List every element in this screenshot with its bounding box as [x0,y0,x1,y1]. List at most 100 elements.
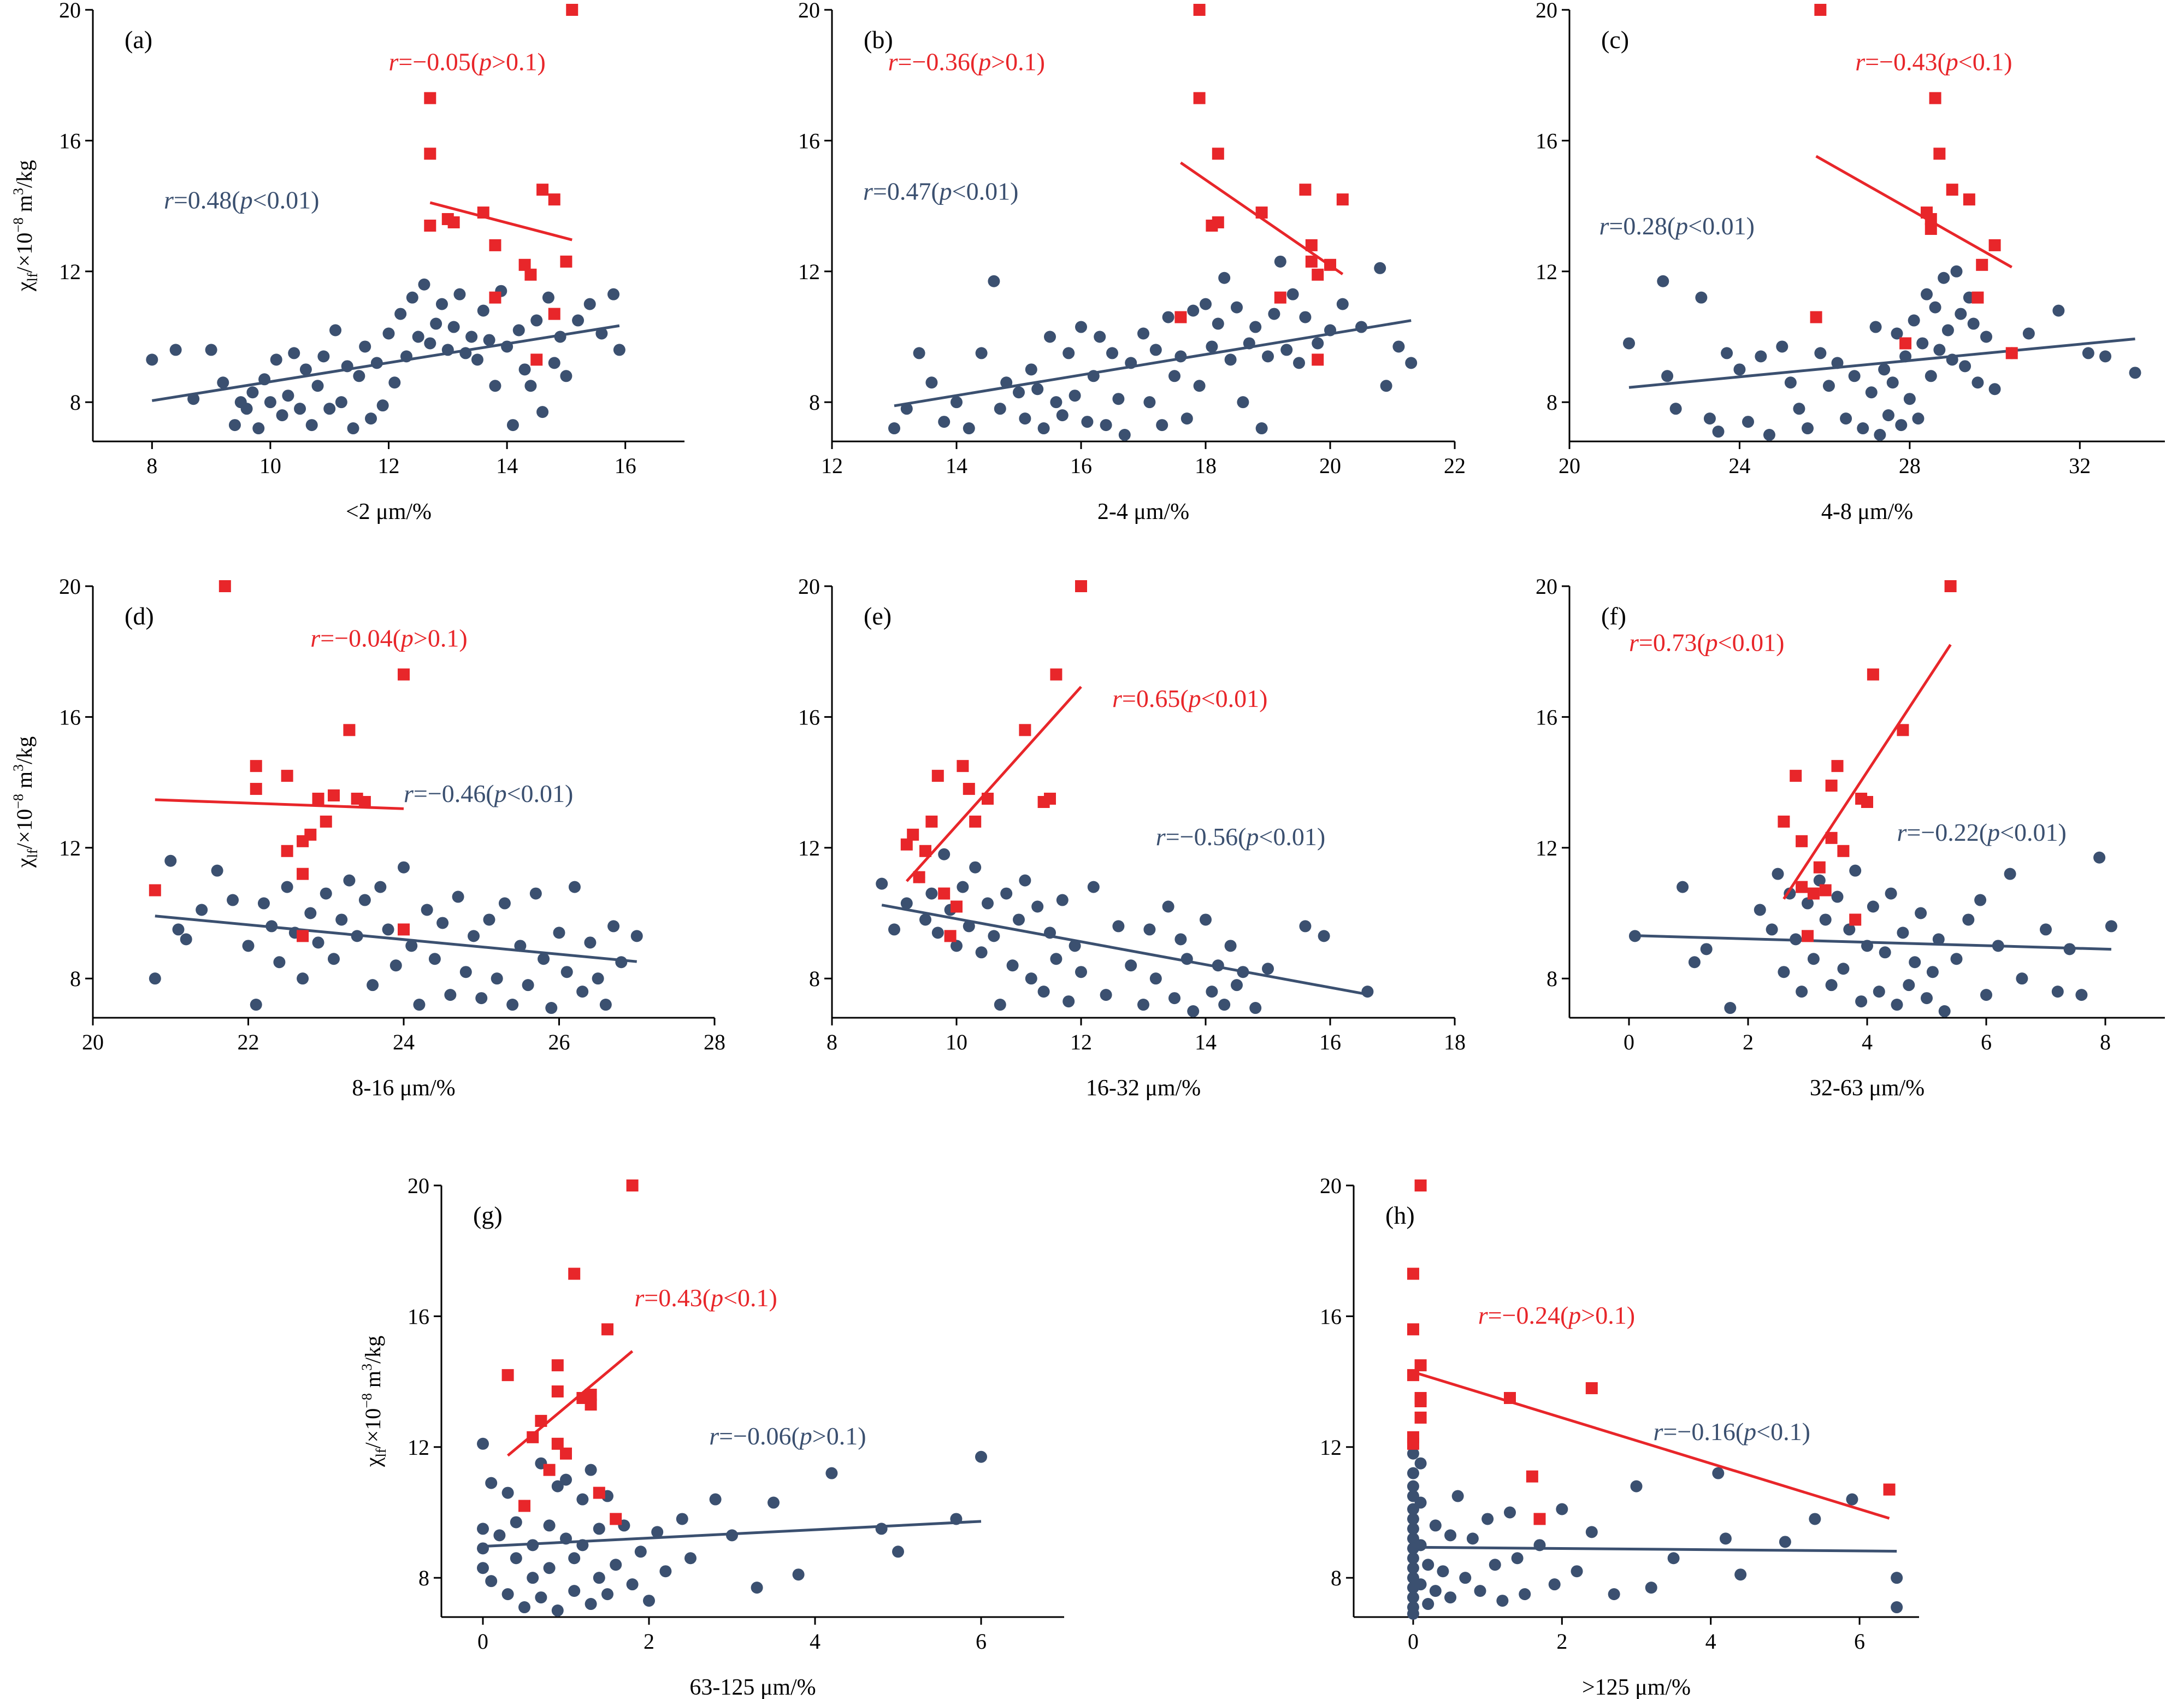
data-point-square [1814,4,1827,16]
data-point-square [1929,92,1941,104]
data-point-circle [1700,943,1713,955]
data-point-circle [1031,900,1044,913]
data-point-circle [1429,1519,1442,1532]
data-point-circle [975,946,988,959]
data-point-circle [572,314,585,327]
data-point-square [1414,1411,1427,1424]
data-point-circle [1100,989,1112,1001]
data-point-circle [792,1568,805,1581]
data-point-square [1193,92,1206,104]
x-tick-label: 2 [1556,1629,1567,1654]
data-point-circle [227,894,239,906]
data-point-circle [187,393,200,405]
data-point-square [551,1385,564,1398]
data-point-square [1963,193,1975,206]
data-point-circle [951,940,963,952]
data-point-circle [1407,1467,1419,1479]
data-point-square [250,760,262,772]
data-point-circle [1069,390,1081,402]
data-point-circle [424,337,436,350]
data-point-square [1312,353,1324,366]
data-point-circle [585,1464,597,1476]
data-point-circle [264,396,276,409]
data-point-circle [1224,353,1237,366]
data-point-circle [453,288,466,300]
data-point-circle [1733,363,1746,376]
data-point-circle [1763,429,1775,441]
data-point-square [1944,580,1957,592]
y-tick-label: 8 [1546,966,1557,991]
data-point-circle [1414,1578,1427,1591]
data-point-circle [1262,350,1274,363]
data-point-circle [643,1595,655,1607]
data-point-circle [1218,272,1231,284]
data-point-circle [418,278,430,291]
y-tick-label: 8 [70,390,81,415]
data-point-circle [394,308,407,320]
data-point-circle [1451,1490,1464,1502]
data-point-circle [919,913,931,926]
data-point-circle [2129,367,2141,379]
data-point-circle [323,403,336,415]
data-point-circle [1489,1559,1501,1571]
data-point-circle [1825,979,1838,992]
data-point-circle [1407,1591,1419,1604]
data-point-circle [1840,412,1852,425]
data-point-circle [196,904,208,916]
data-point-circle [538,953,550,965]
data-point-circle [1125,959,1137,972]
data-point-circle [1100,419,1112,432]
data-point-circle [406,291,418,304]
data-point-square [424,220,436,232]
data-point-circle [1688,956,1701,969]
data-point-square [585,1398,597,1411]
data-point-circle [365,412,377,425]
data-point-square [1407,1323,1419,1336]
data-point-circle [1044,331,1056,343]
data-point-circle [398,861,410,874]
data-point-circle [1519,1588,1531,1601]
correlation-annotation-blue: r=0.48(p<0.01) [164,186,319,214]
data-point-circle [1912,412,1925,425]
data-point-circle [435,298,448,310]
data-point-circle [568,881,581,893]
data-point-circle [1496,1595,1509,1607]
data-point-square [1861,796,1873,808]
data-point-circle [1695,291,1708,304]
data-point-circle [475,992,488,1005]
data-point-circle [1380,380,1392,392]
data-point-circle [320,887,332,900]
data-point-circle [240,403,253,415]
y-tick-label: 8 [1546,390,1557,415]
data-point-circle [988,275,1000,287]
data-point-square [919,845,931,857]
data-point-circle [1742,416,1754,428]
data-point-circle [1200,298,1212,310]
data-point-circle [1407,1562,1419,1574]
regression-line [1634,934,2111,951]
x-tick-label: 22 [238,1030,259,1054]
data-point-circle [169,344,182,356]
data-point-circle [951,396,963,409]
data-point-square [925,815,938,828]
data-point-circle [1802,897,1814,910]
data-point-circle [246,386,259,399]
data-point-circle [498,897,511,910]
y-tick-label: 12 [59,259,81,284]
x-tick-label: 24 [393,1030,415,1054]
data-point-circle [1677,881,1689,893]
data-point-circle [1212,317,1224,330]
data-point-square [610,1513,622,1525]
y-tick-label: 20 [1536,0,1557,22]
data-point-circle [358,894,371,906]
data-point-circle [1959,360,1971,373]
data-point-square [951,900,963,913]
correlation-annotation-red: r=0.73(p<0.01) [1629,629,1784,657]
data-point-square [1407,1267,1419,1280]
data-point-square [1044,793,1056,805]
data-point-square [1807,887,1820,900]
data-point-circle [1081,416,1094,428]
correlation-annotation-red: r=0.43(p<0.1) [634,1284,777,1312]
x-tick-label: 8 [827,1030,837,1054]
data-point-circle [1318,930,1330,942]
